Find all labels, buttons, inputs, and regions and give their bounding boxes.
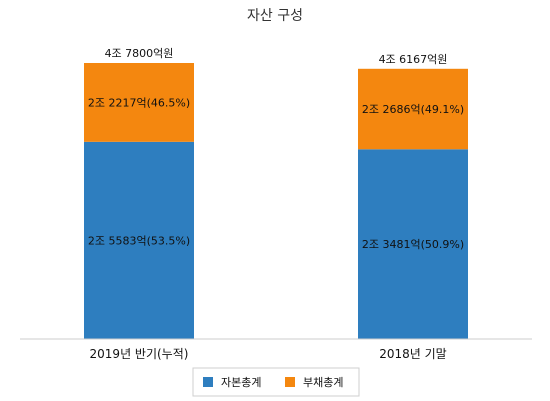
category-label-0: 2019년 반기(누적) [90,347,189,361]
segment-label-1-0: 2조 2217억(46.5%) [88,96,190,109]
segment-label-1-1: 2조 2686억(49.1%) [362,103,464,116]
bar-segment-1-0[interactable] [84,63,194,142]
bars-group: 2조 5583억(53.5%) 2조 2217억(46.5%) 4조 7800억원 2… [84,47,468,361]
legend: 자본총계 부채총계 [192,367,360,397]
bar-segment-1-1[interactable] [358,68,468,150]
legend-swatch-1 [285,377,295,387]
segment-label-0-0: 2조 5583억(53.5%) [88,234,190,247]
total-label-0: 4조 7800억원 [105,47,174,60]
legend-label-0: 자본총계 [221,376,261,389]
legend-label-1: 부채총계 [303,376,343,389]
legend-swatch-0 [203,377,213,387]
chart-title: 자산 구성 [247,8,303,24]
bar-segment-0-0[interactable] [84,141,194,339]
segment-label-0-1: 2조 3481억(50.9%) [362,238,464,251]
category-label-1: 2018년 기말 [379,347,446,361]
total-label-1: 4조 6167억원 [379,53,448,66]
bar-segment-0-1[interactable] [358,149,468,339]
legend-frame [192,367,360,397]
